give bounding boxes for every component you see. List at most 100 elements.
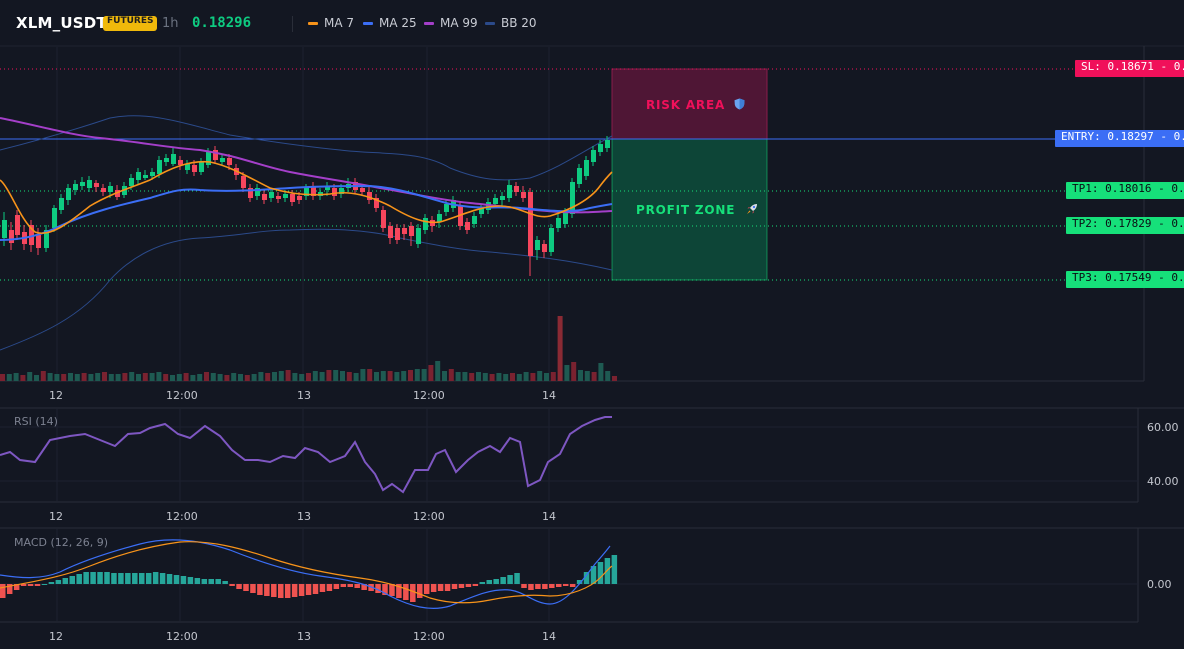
volume-bar: [510, 373, 515, 381]
time-tick: 12:00: [166, 389, 198, 402]
tp3-level-tag[interactable]: TP3: 0.17549 - 0.18: [1066, 271, 1184, 288]
volume-bar: [13, 373, 19, 381]
legend-ma7[interactable]: MA 7: [308, 16, 354, 30]
macd-histogram-bar: [139, 573, 145, 584]
macd-histogram-bar: [83, 572, 89, 584]
volume-bar: [217, 374, 223, 381]
volume-bar: [401, 371, 407, 381]
time-tick: 14: [542, 630, 556, 643]
candle-body: [409, 226, 414, 236]
volume-bar: [496, 373, 502, 381]
macd-histogram-bar: [396, 584, 402, 598]
macd-histogram-bar: [27, 584, 34, 586]
time-tick: 12: [49, 510, 63, 523]
candle-body: [367, 192, 372, 200]
time-tick: 14: [542, 510, 556, 523]
candle-body: [528, 192, 533, 256]
volume-bar: [40, 371, 46, 381]
volume-bar: [68, 373, 73, 381]
macd-histogram-bar: [375, 584, 381, 593]
candle-body: [360, 188, 365, 192]
legend-bb20[interactable]: BB 20: [485, 16, 537, 30]
symbol-label[interactable]: XLM_USDT: [16, 14, 107, 32]
volume-bar: [149, 373, 155, 381]
legend-ma25[interactable]: MA 25: [363, 16, 417, 30]
macd-histogram-bar: [444, 584, 451, 591]
volume-bar: [47, 373, 53, 381]
macd-histogram-bar: [97, 572, 103, 584]
macd-histogram-bar: [479, 582, 486, 584]
volume-bar: [81, 373, 87, 381]
macd-histogram-bar: [76, 574, 82, 584]
volume-bar: [183, 373, 189, 381]
macd-histogram-bar: [340, 584, 347, 587]
entry-level-tag[interactable]: ENTRY: 0.18297 - 0.18: [1055, 130, 1184, 147]
legend-ma99-label: MA 99: [440, 16, 478, 30]
tp2-level-tag[interactable]: TP2: 0.17829 - 0.18: [1066, 217, 1184, 234]
candle-body: [241, 176, 246, 188]
volume-bar: [503, 374, 509, 381]
macd-histogram-bar: [486, 580, 492, 584]
volume-bar: [27, 372, 33, 381]
volume-bar: [448, 369, 454, 381]
tp1-level-tag[interactable]: TP1: 0.18016 - 0.18: [1066, 182, 1184, 199]
volume-bar: [537, 371, 543, 381]
macd-line: [0, 539, 611, 609]
macd-histogram-bar: [417, 584, 423, 598]
volume-bar: [34, 375, 39, 381]
macd-histogram-bar: [305, 584, 312, 595]
macd-histogram-bar: [312, 584, 319, 594]
macd-histogram-bar: [104, 572, 110, 584]
candle-body: [129, 178, 134, 186]
volume-bar: [571, 362, 577, 381]
candle-body: [283, 194, 288, 198]
candle-body: [108, 186, 113, 192]
sl-level-tag[interactable]: SL: 0.18671 - 0.19: [1075, 60, 1184, 77]
volume-bar: [122, 373, 128, 381]
candle-body: [500, 196, 505, 200]
volume-bar: [591, 372, 597, 381]
macd-histogram-bar: [166, 574, 173, 584]
profit-zone: [611, 138, 768, 281]
candle-body: [325, 186, 330, 190]
volume-bar: [197, 374, 203, 381]
candle-body: [248, 188, 253, 198]
volume-bar: [557, 316, 563, 381]
volume-bar: [156, 372, 162, 381]
macd-histogram-bar: [229, 584, 235, 586]
timeframe-label[interactable]: 1h: [162, 16, 179, 31]
volume-bar: [353, 373, 359, 381]
volume-bar: [428, 365, 434, 381]
candle-body: [549, 228, 554, 252]
candle-body: [311, 186, 316, 196]
candle-body: [150, 172, 155, 176]
time-tick: 13: [297, 389, 311, 402]
candle-body: [598, 144, 603, 152]
candle-body: [143, 175, 148, 178]
candle-body: [192, 165, 197, 172]
volume-bar: [285, 370, 291, 381]
entry-level-label: ENTRY: 0.18297: [1061, 130, 1154, 143]
volume-bar: [74, 374, 80, 381]
candle-body: [255, 188, 260, 196]
candle-body: [80, 182, 85, 186]
macd-tick-zero: 0.00: [1147, 578, 1172, 591]
macd-histogram-bar: [0, 584, 6, 598]
macd-histogram-bar: [500, 577, 506, 584]
volume-bar: [170, 375, 175, 381]
volume-bar: [414, 369, 420, 381]
macd-histogram-bar: [514, 573, 520, 584]
volume-bar: [61, 374, 67, 381]
macd-histogram-bar: [583, 572, 590, 584]
time-tick: 12:00: [413, 510, 445, 523]
candle-body: [493, 198, 498, 204]
ma25-line: [0, 184, 613, 241]
macd-histogram-bar: [507, 575, 513, 584]
time-tick: 13: [297, 630, 311, 643]
macd-histogram-bar: [291, 584, 298, 597]
macd-histogram-bar: [410, 584, 416, 602]
legend-ma7-label: MA 7: [324, 16, 355, 30]
legend-ma99[interactable]: MA 99: [424, 16, 478, 30]
candle-body: [332, 188, 337, 196]
